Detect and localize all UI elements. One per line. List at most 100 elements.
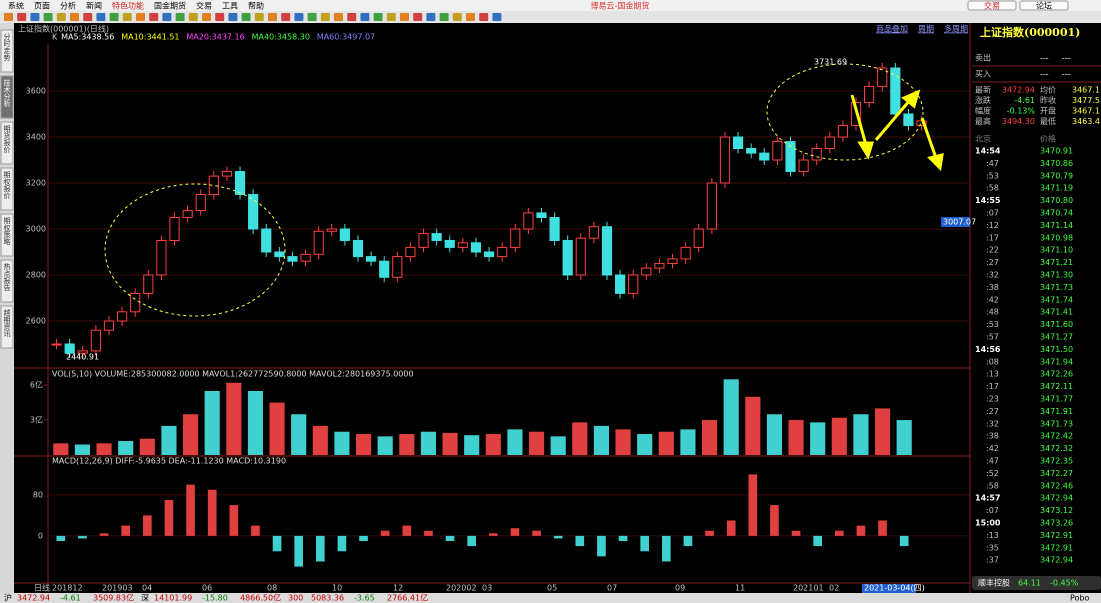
toolbar-icon[interactable] [228,13,238,21]
top-button-label[interactable]: 论坛 [1036,1,1052,11]
toolbar-icon[interactable] [334,13,343,21]
top-button[interactable] [967,0,1017,11]
side-tab-label[interactable]: 技术分析 [3,78,11,108]
toolbar-icon[interactable] [426,13,436,21]
chart-tool[interactable]: 周期 [918,25,934,34]
macd-bar [445,535,455,541]
candle-body [234,171,246,195]
menu-item[interactable]: 分析 [60,1,76,11]
toolbar-icon[interactable] [43,13,53,21]
toolbar-icon[interactable] [96,13,106,21]
volume-bar [637,434,653,455]
toolbar-icon[interactable] [136,13,145,21]
candle-body [457,242,468,248]
toolbar-icon[interactable] [56,13,66,21]
menu-item[interactable]: 帮助 [248,1,264,11]
toolbar-icon[interactable] [188,13,198,21]
toolbar-icon[interactable] [17,13,27,21]
toolbar-icon[interactable] [175,13,185,21]
toolbar-icon[interactable] [109,13,119,21]
toolbar-icon[interactable] [347,13,357,21]
tick-price: 3471.60 [1040,320,1073,329]
toolbar-icon[interactable] [439,13,449,21]
candle-body [837,125,849,138]
side-tab[interactable] [0,213,14,257]
x-label: 202002 [446,584,477,593]
tick-time: 15:00 [975,519,1001,528]
side-tab[interactable] [0,167,14,211]
candle-body [51,343,62,346]
macd-bar [424,530,433,536]
tick-time: :07 [986,209,999,218]
tick-price: 3471.91 [1040,407,1073,416]
toolbar-icon[interactable] [320,13,330,21]
chart-tool[interactable]: 商品叠加 [876,24,908,34]
side-tab[interactable] [0,305,14,349]
y-tick-label: 80 [33,490,43,499]
candle-body [156,240,167,276]
toolbar-icon[interactable] [413,13,423,21]
side-tab[interactable] [0,75,14,119]
volume-bar [723,379,739,455]
toolbar-icon[interactable] [268,13,277,21]
stat-label: 最新 [975,85,991,95]
toolbar-icon[interactable] [373,13,383,21]
toolbar-icon[interactable] [241,13,251,21]
toolbar-icon[interactable] [466,13,475,21]
toolbar-icon[interactable] [149,13,159,21]
quote-value: --- [1062,54,1071,63]
top-button-label[interactable]: 交易 [984,1,1000,11]
menu-item[interactable]: 页面 [34,2,50,11]
toolbar-icon[interactable] [254,13,264,21]
candle-body [641,267,652,276]
quote-title: 上证指数(000001) [980,25,1080,39]
x-label: 201903 [102,584,133,593]
toolbar-icon[interactable] [307,13,317,21]
candle-body [470,242,482,253]
candle-body [654,263,665,269]
toolbar-icon[interactable] [281,13,291,21]
menu-item[interactable]: 新闻 [86,1,102,11]
tick-time: :38 [986,432,999,441]
side-tab-label[interactable]: 分时走势 [3,32,11,62]
side-tab-label[interactable]: 热点报告 [3,262,11,292]
side-tab-label[interactable]: 期权报价 [3,171,11,199]
toolbar-icon[interactable] [122,13,132,21]
toolbar-icon[interactable] [400,13,409,21]
side-tab-label[interactable]: 期权策略 [3,217,11,246]
tick-time: :47 [986,457,999,466]
toolbar-icon[interactable] [30,13,40,21]
side-tab-label[interactable]: 期货报价 [3,125,11,153]
candle-body [864,85,875,104]
candle-body [379,260,390,278]
top-button[interactable] [1019,0,1069,11]
toolbar-icon[interactable] [452,13,462,21]
toolbar-icon[interactable] [386,13,396,21]
toolbar-icon[interactable] [70,13,79,21]
x-label: 06 [202,584,212,593]
quote-label: 卖出 [975,53,991,63]
chart-tool[interactable]: 多周期 [944,24,968,34]
toolbar-icon[interactable] [202,13,211,21]
menu-item[interactable]: 工具 [222,2,238,11]
candle-body [339,228,350,241]
toolbar-icon[interactable] [83,13,93,21]
toolbar-icon[interactable] [294,13,304,21]
side-tab[interactable] [0,29,14,73]
toolbar-icon[interactable] [162,13,172,21]
menu-item[interactable]: 特色功能 [112,1,144,11]
toolbar-icon[interactable] [4,13,13,21]
side-tab[interactable] [0,259,14,303]
menu-item[interactable]: 国金期货 [154,1,186,11]
tick-time: :42 [986,295,999,304]
menu-item[interactable]: 交易 [196,1,212,11]
toolbar-icon[interactable] [360,13,370,21]
menu-item[interactable]: 系统 [8,1,24,11]
macd-bar [510,528,520,536]
toolbar-icon[interactable] [492,13,502,21]
toolbar-icon[interactable] [215,13,225,21]
side-tab[interactable] [0,121,14,165]
candle-body [877,67,888,87]
toolbar-icon[interactable] [479,13,489,21]
side-tab-label[interactable]: 越期资讯 [3,308,11,338]
